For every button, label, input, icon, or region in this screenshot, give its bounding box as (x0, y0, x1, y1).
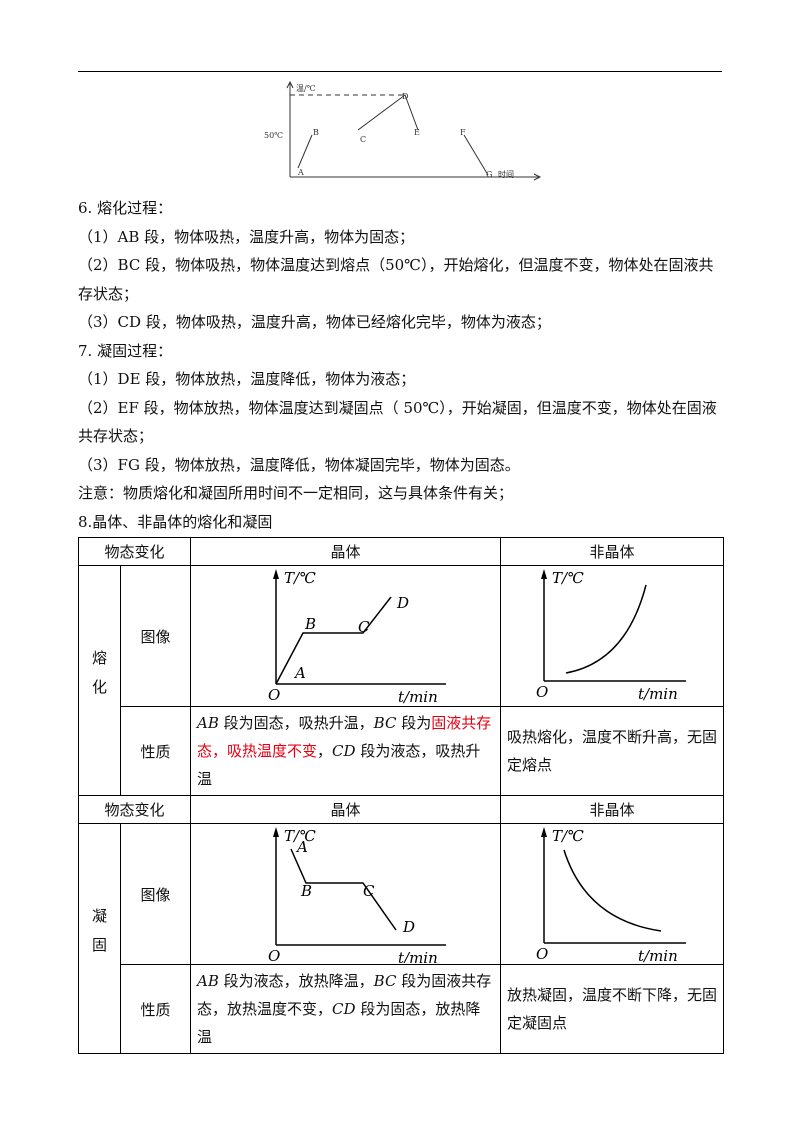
property-text: 段为 (396, 714, 432, 732)
property-text: BC (373, 714, 397, 732)
axis-y-label: T/℃ (284, 827, 316, 845)
header-cell: 物态变化 (77, 537, 192, 566)
header-cell: 非晶体 (500, 537, 725, 566)
property-text: 段为液态，吸热升温 (197, 742, 481, 788)
row-label: 图像 (119, 565, 192, 707)
body-text: 6. 熔化过程： （1）AB 段，物体吸热，温度升高，物体为固态； （2）BC 段，… (78, 194, 724, 536)
curve (275, 596, 392, 685)
axis-y-label: T/℃ (552, 569, 584, 587)
section-item: （2）BC 段，物体吸热，物体温度达到熔点（50℃），开始熔化，但温度不变，物体… (78, 256, 714, 303)
property-cell: 吸热熔化，温度不断升高，无固定熔点 (500, 706, 725, 796)
point-label: C (363, 882, 375, 900)
note: 注意：物质熔化和凝固所用时间不一定相同，这与具体条件有关； (78, 484, 514, 502)
property-row: 性质 AB 段为液态，放热降温，BC 段为固液共存态，放热温度不变，CD 段为固态… (79, 964, 725, 1054)
property-cell: 放热凝固，温度不断下降，无固定凝固点 (500, 964, 725, 1054)
axis-x-label: t/min (638, 947, 678, 963)
fig-50-mark: 50℃ (264, 131, 283, 140)
property-cell: AB 段为固态，吸热升温，BC 段为固液共存态，吸热温度不变，CD 段为液态，吸… (190, 706, 502, 796)
axis-arrow (541, 569, 548, 579)
property-text: 段为液态，放热降温， (218, 972, 374, 990)
property-text: 段为固态，放热降温 (197, 1000, 481, 1046)
origin-label: O (536, 683, 548, 701)
property-text: AB (197, 972, 219, 990)
axis-arrow (541, 827, 548, 837)
axis-x-label: t/min (398, 688, 438, 705)
point-label: D (402, 918, 415, 936)
top-rule (78, 71, 722, 72)
point-label: A (295, 838, 308, 856)
fig-point: G (486, 170, 492, 179)
section-heading: 7. 凝固过程： (78, 341, 173, 360)
table-heading: 8.晶体、非晶体的熔化和凝固 (78, 512, 273, 531)
section-item: （1）DE 段，物体放热，温度降低，物体为液态； (78, 370, 416, 388)
point-label: C (358, 618, 370, 636)
property-cell: AB 段为液态，放热降温，BC 段为固液共存态，放热温度不变，CD 段为固态，放… (190, 964, 502, 1054)
fig-point: E (414, 128, 420, 137)
curve (290, 848, 397, 931)
fig-x-label: 时间 (498, 169, 514, 179)
row-label: 性质 (119, 964, 192, 1054)
fig-point: D (402, 92, 408, 101)
axis-x-label: t/min (398, 949, 438, 963)
axis-arrow (273, 827, 280, 837)
fig-point: C (360, 135, 366, 144)
section-item: （3）FG 段，物体放热，温度降低，物体凝固完毕，物体为固态。 (78, 455, 520, 474)
point-label: A (293, 664, 306, 682)
amorphous-graph: T/℃ O t/min (536, 569, 687, 703)
axis-y-label: T/℃ (552, 827, 584, 845)
header-cell: 物态变化 (77, 795, 192, 824)
property-row: 性质 AB 段为固态，吸热升温，BC 段为固液共存态，吸热温度不变，CD 段为液态… (79, 706, 725, 796)
origin-label: O (536, 945, 548, 963)
process-label: 熔化 (90, 649, 108, 708)
curve (565, 584, 647, 674)
row-label: 性质 (119, 706, 192, 796)
property-text: 段为固液共存态，放热温度不变， (197, 972, 492, 1018)
section-heading: 6. 熔化过程： (78, 199, 173, 217)
header-cell: 非晶体 (500, 795, 725, 824)
process-label: 凝固 (90, 907, 108, 966)
axis-x-label: t/min (638, 685, 678, 703)
axis-y-label: T/℃ (284, 569, 316, 587)
header-cell: 晶体 (190, 795, 502, 824)
origin-label: O (268, 686, 280, 704)
fig-point: B (313, 128, 319, 137)
point-label: D (396, 594, 409, 612)
fig-point: F (460, 128, 466, 137)
crystal-graph: T/℃ O t/min A B C D (268, 827, 447, 963)
section-item: （2）EF 段，物体放热，物体温度达到凝固点（ 50℃），开始凝固，但温度不变，… (78, 398, 717, 446)
crystal-graph: T/℃ O t/min A B C D (268, 569, 447, 705)
curve (563, 849, 662, 932)
fig-y-label: 温/℃ (296, 84, 316, 93)
intro-figure: 温/℃ 50℃ A B C D E F G 时间 (264, 80, 542, 181)
amorphous-graph: T/℃ O t/min (536, 827, 687, 963)
property-text: AB (197, 714, 219, 732)
process-cell: 凝固 (78, 823, 121, 1054)
row-label: 图像 (119, 823, 192, 965)
point-label: B (304, 615, 316, 633)
process-cell: 熔化 (78, 565, 121, 796)
property-text: CD (332, 742, 356, 760)
axis-arrow (273, 569, 280, 579)
point-label: B (300, 882, 312, 900)
header-row: 物态变化 晶体 非晶体 (77, 537, 725, 566)
section-item: （1）AB 段，物体吸热，温度升高，物体为固态； (78, 227, 415, 246)
property-text: ， (317, 742, 333, 760)
header-row: 物态变化 晶体 非晶体 (77, 795, 725, 824)
origin-label: O (268, 947, 280, 963)
header-cell: 晶体 (190, 537, 502, 566)
section-item: （3）CD 段，物体吸热，温度升高，物体已经熔化完毕，物体为液态； (78, 313, 551, 331)
property-text: 固液共存态，吸热温度不变 (197, 714, 492, 760)
property-text: 段为固态，吸热升温， (218, 714, 374, 732)
property-text: BC (373, 972, 397, 990)
property-text: CD (332, 1000, 356, 1018)
fig-point: A (297, 168, 304, 177)
